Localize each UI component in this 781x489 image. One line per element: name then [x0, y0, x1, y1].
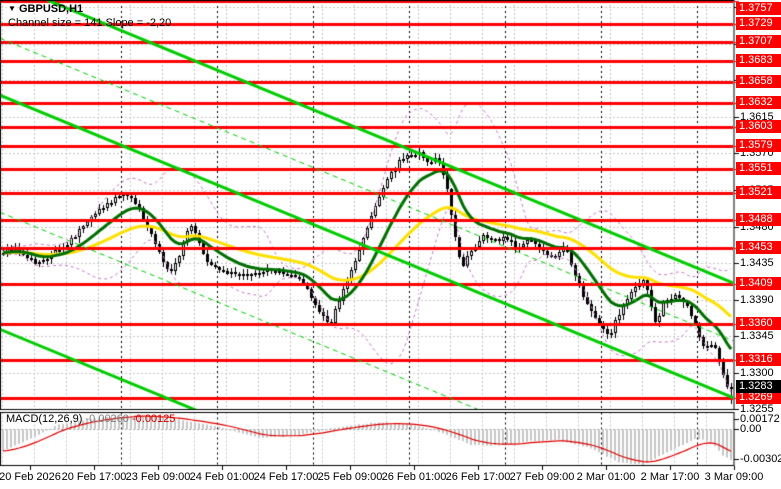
price-level-badge: 1.3707 [736, 35, 781, 48]
price-tick-label: 1.3300 [740, 367, 774, 379]
price-level-badge: 1.3269 [736, 391, 781, 404]
time-tick-label: 23 Feb 09:00 [125, 471, 191, 483]
price-level-badge: 1.3409 [736, 277, 781, 290]
time-tick-label: 27 Feb 09:00 [509, 471, 575, 483]
price-tick-label: 1.3345 [740, 330, 774, 342]
price-level-badge: 1.3453 [736, 241, 781, 254]
time-tick-label: 24 Feb 17:00 [253, 471, 319, 483]
symbol-title: ▼ GBPUSD,H1 [8, 3, 83, 15]
time-tick-label: 26 Feb 01:00 [381, 471, 447, 483]
macd-scale-label: 0.00172 [740, 413, 780, 425]
price-level-badge: 1.3316 [736, 353, 781, 366]
chevron-down-icon[interactable]: ▼ [8, 4, 16, 13]
price-tick-label: 1.3570 [740, 147, 774, 159]
price-level-badge: 1.3488 [736, 213, 781, 226]
macd-indicator-label: MACD(12,26,9) -0.00260 -0.00125 [6, 413, 175, 425]
time-tick-label: 2 Mar 17:00 [640, 471, 700, 483]
price-level-badge: 1.3360 [736, 317, 781, 330]
time-tick-label: 20 Feb 17:00 [61, 471, 127, 483]
time-tick-label: 24 Feb 01:00 [189, 471, 255, 483]
price-level-badge: 1.3683 [736, 54, 781, 67]
price-tick-label: 1.3255 [740, 403, 774, 415]
current-price-badge: 1.3283 [736, 380, 781, 393]
channel-indicator-label: Channel size = 141 Slope = -2,20 [8, 17, 172, 29]
macd-scale-label: -0.00302 [740, 453, 781, 465]
price-level-badge: 1.3757 [736, 2, 781, 15]
price-tick-label: 1.3435 [740, 257, 774, 269]
price-tick-label: 1.3480 [740, 221, 774, 233]
time-tick-label: 2 Mar 01:00 [576, 471, 636, 483]
price-level-badge: 1.3579 [736, 139, 781, 152]
price-level-badge: 1.3521 [736, 186, 781, 199]
price-level-badge: 1.3729 [736, 17, 781, 30]
price-level-badge: 1.3551 [736, 162, 781, 175]
macd-main-value: -0.00260 [85, 413, 129, 425]
macd-name: MACD(12,26,9) [6, 413, 83, 425]
symbol-label: GBPUSD,H1 [18, 3, 84, 15]
price-level-badge: 1.3603 [736, 120, 781, 133]
macd-scale-label: 0.00 [740, 423, 762, 435]
time-tick-label: 25 Feb 09:00 [317, 471, 383, 483]
time-tick-label: 20 Feb 2026 [0, 471, 61, 483]
time-tick-label: 3 Mar 09:00 [704, 471, 764, 483]
price-level-badge: 1.3658 [736, 75, 781, 88]
price-level-badge: 1.3632 [736, 96, 781, 109]
price-tick-label: 1.3390 [740, 294, 774, 306]
time-tick-label: 26 Feb 17:00 [445, 471, 511, 483]
price-tick-label: 1.3615 [740, 111, 774, 123]
macd-signal-value: -0.00125 [131, 413, 176, 425]
